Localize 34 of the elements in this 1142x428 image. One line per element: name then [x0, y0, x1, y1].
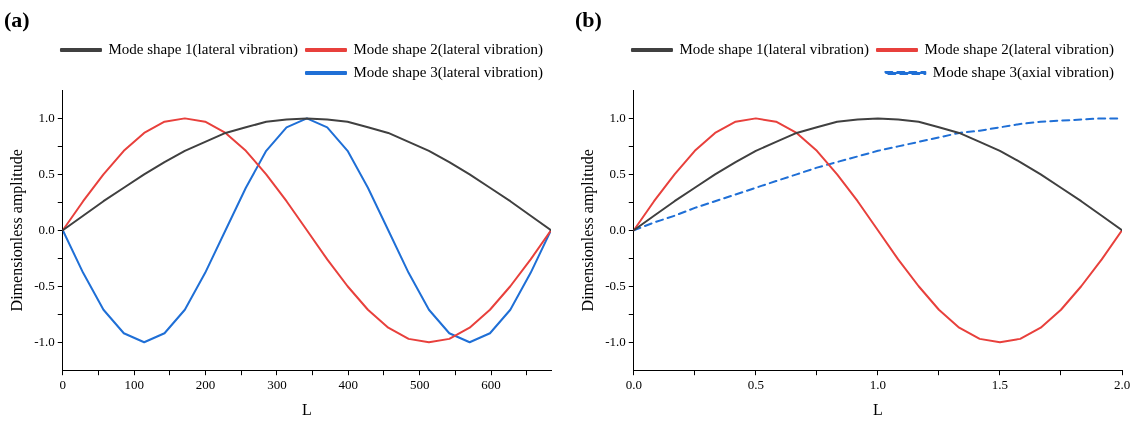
x-tick-label: 500	[409, 377, 430, 393]
x-axis-title: L	[302, 400, 312, 418]
legend-label: Mode shape 1(lateral vibration)	[108, 40, 298, 58]
x-tick-label: 1.5	[991, 377, 1009, 393]
y-tick-label: -0.5	[605, 277, 626, 293]
legend-label: Mode shape 3(lateral vibration)	[353, 63, 543, 81]
x-tick-label: 0.5	[747, 377, 764, 393]
y-tick-label: -0.5	[34, 277, 55, 293]
y-axis-title: Dimensionless amplitude	[7, 149, 26, 312]
x-tick-label: 200	[195, 377, 216, 393]
chart-title: (a)	[4, 6, 30, 32]
legend-label: Mode shape 3(axial vibration)	[932, 63, 1115, 81]
x-tick-label: 1.0	[869, 377, 887, 393]
x-axis-title: L	[873, 400, 883, 418]
y-tick-label: 0.0	[609, 221, 626, 237]
x-tick-label: 400	[338, 377, 359, 393]
x-tick-label: 2.0	[1113, 377, 1131, 393]
x-tick-label: 300	[267, 377, 287, 393]
x-tick-label: 0.0	[625, 377, 642, 393]
x-tick-label: 100	[124, 377, 144, 393]
y-tick-label: 1.0	[609, 109, 626, 125]
legend-label: Mode shape 1(lateral vibration)	[679, 40, 869, 58]
y-tick-label: 0.5	[38, 165, 55, 181]
y-tick-label: -1.0	[34, 333, 55, 349]
x-tick-label: 600	[481, 377, 501, 393]
y-tick-label: -1.0	[605, 333, 626, 349]
y-axis-title: Dimensionless amplitude	[578, 149, 597, 312]
legend-label: Mode shape 2(lateral vibration)	[353, 40, 543, 58]
y-tick-label: 0.0	[38, 221, 55, 237]
y-tick-label: 0.5	[609, 165, 626, 181]
chart-title: (b)	[575, 6, 602, 32]
y-tick-label: 1.0	[38, 109, 55, 125]
x-tick-label: 0	[59, 377, 67, 393]
legend-label: Mode shape 2(lateral vibration)	[924, 40, 1114, 58]
